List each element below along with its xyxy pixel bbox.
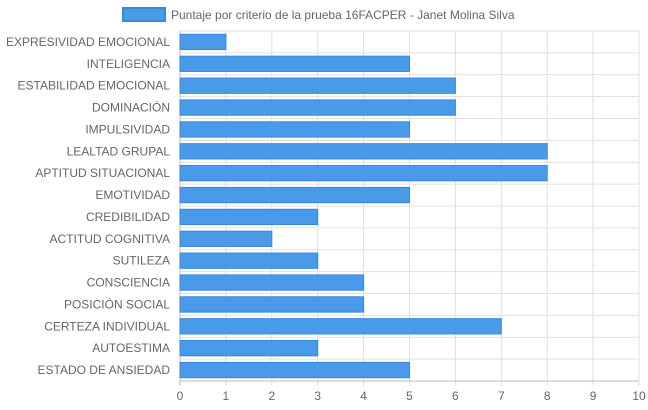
category-label: EXPRESIVIDAD EMOCIONAL (6, 35, 170, 49)
category-label: ESTABILIDAD EMOCIONAL (18, 79, 171, 93)
category-label: SUTILEZA (113, 254, 170, 268)
category-label: INTELIGENCIA (87, 57, 170, 71)
bar[interactable] (179, 186, 410, 204)
bar[interactable] (179, 296, 365, 313)
legend[interactable]: Puntaje por criterio de la prueba 16FACP… (122, 7, 515, 22)
x-tick-label: 2 (268, 389, 275, 403)
x-tick-label: 3 (314, 389, 321, 403)
category-label: POSICIÓN SOCIAL (64, 296, 170, 311)
x-tick-label: 0 (177, 389, 184, 403)
x-tick-label: 8 (544, 389, 551, 403)
bar[interactable] (179, 340, 319, 357)
x-tick-label: 7 (498, 389, 505, 403)
category-label: APTITUD SITUACIONAL (35, 166, 170, 180)
category-label: CREDIBILIDAD (86, 210, 170, 224)
bar[interactable] (179, 318, 502, 335)
bar[interactable] (179, 55, 410, 72)
category-label: AUTOESTIMA (92, 341, 170, 355)
bar[interactable] (179, 165, 548, 182)
category-labels: EXPRESIVIDAD EMOCIONAL INTELIGENCIA ESTABI… (6, 35, 170, 377)
bar[interactable] (179, 77, 456, 94)
legend-swatch (122, 7, 166, 22)
x-tick-labels: 0 1 2 3 4 5 6 7 8 9 10 (177, 389, 646, 403)
category-label: EMOTIVIDAD (95, 188, 170, 202)
category-label: CERTEZA INDIVIDUAL (44, 319, 170, 333)
bar[interactable] (179, 208, 319, 226)
category-label: LEALTAD GRUPAL (67, 144, 171, 158)
bar[interactable] (179, 33, 227, 51)
x-tick-label: 6 (452, 389, 459, 403)
category-label: DOMINACIÓN (92, 100, 170, 115)
bar[interactable] (179, 361, 410, 379)
bar[interactable] (179, 252, 319, 269)
category-label: ESTADO DE ANSIEDAD (38, 363, 171, 377)
category-label: ACTITUD COGNITIVA (50, 232, 170, 246)
x-tick-label: 4 (360, 389, 367, 403)
legend-label: Puntaje por criterio de la prueba 16FACP… (171, 8, 515, 22)
x-tick-label: 10 (632, 389, 646, 403)
bar[interactable] (179, 143, 548, 160)
bar[interactable] (179, 121, 410, 138)
category-label: IMPULSIVIDAD (85, 122, 170, 136)
bar[interactable] (179, 230, 273, 247)
bars (179, 33, 548, 379)
category-label: CONSCIENCIA (87, 276, 170, 290)
bar[interactable] (179, 99, 456, 116)
x-tick-label: 5 (406, 389, 413, 403)
x-tick-label: 1 (223, 389, 230, 403)
bar[interactable] (179, 274, 365, 291)
x-tick-label: 9 (590, 389, 597, 403)
